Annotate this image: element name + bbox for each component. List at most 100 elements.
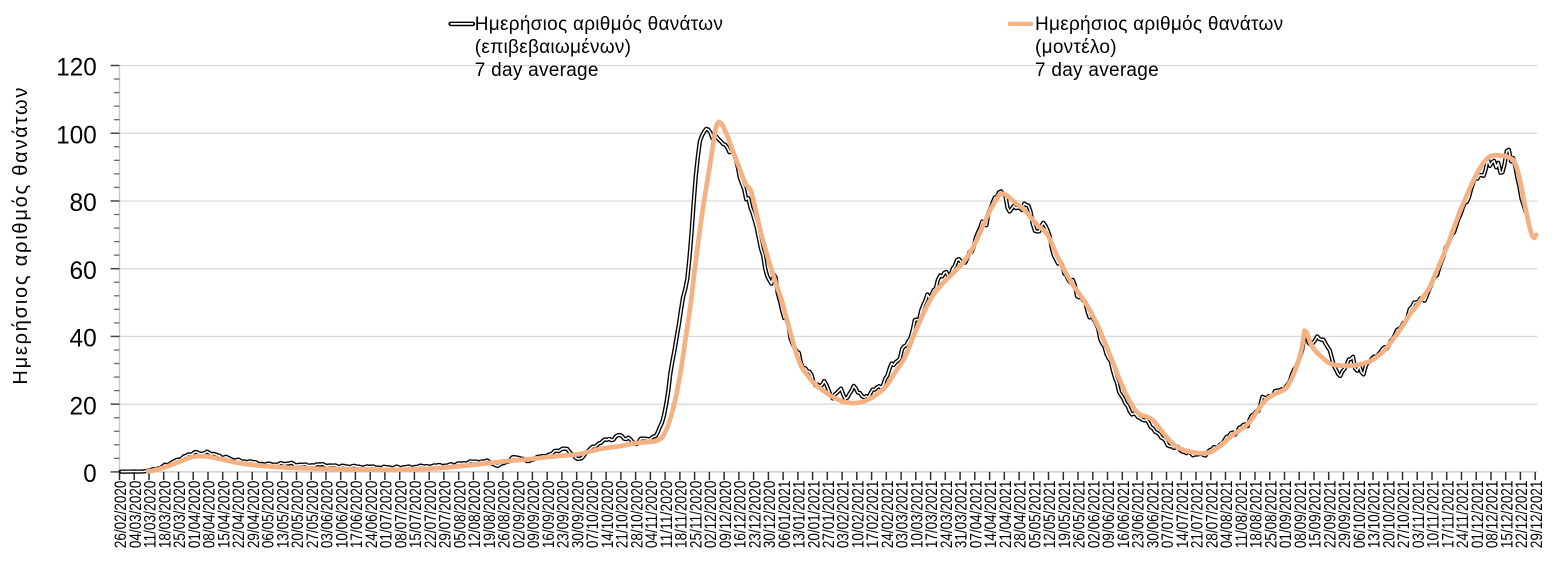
svg-text:13/10/2021: 13/10/2021 xyxy=(1366,481,1384,548)
svg-text:21/07/2021: 21/07/2021 xyxy=(1189,481,1207,548)
svg-text:02/06/2021: 02/06/2021 xyxy=(1085,481,1103,548)
svg-text:7 day average: 7 day average xyxy=(475,60,599,81)
svg-text:03/02/2021: 03/02/2021 xyxy=(835,481,853,548)
svg-text:24/11/2021: 24/11/2021 xyxy=(1454,481,1472,548)
svg-text:27/10/2021: 27/10/2021 xyxy=(1395,481,1413,548)
svg-text:06/01/2021: 06/01/2021 xyxy=(776,481,794,548)
svg-text:28/10/2020: 28/10/2020 xyxy=(628,481,646,548)
svg-text:17/03/2021: 17/03/2021 xyxy=(923,481,941,548)
svg-text:120: 120 xyxy=(56,54,96,82)
svg-text:07/10/2020: 07/10/2020 xyxy=(584,481,602,548)
svg-text:08/12/2021: 08/12/2021 xyxy=(1484,481,1502,548)
svg-text:08/09/2021: 08/09/2021 xyxy=(1292,481,1310,548)
svg-text:17/02/2021: 17/02/2021 xyxy=(864,481,882,548)
svg-text:16/12/2020: 16/12/2020 xyxy=(732,481,750,548)
svg-text:7 day average: 7 day average xyxy=(1035,60,1159,81)
svg-text:03/11/2021: 03/11/2021 xyxy=(1410,481,1428,548)
svg-text:31/03/2021: 31/03/2021 xyxy=(953,481,971,548)
svg-text:26/08/2020: 26/08/2020 xyxy=(496,481,514,548)
svg-text:08/07/2020: 08/07/2020 xyxy=(392,481,410,548)
svg-text:25/03/2020: 25/03/2020 xyxy=(171,481,189,548)
svg-text:100: 100 xyxy=(56,121,96,149)
svg-text:07/07/2021: 07/07/2021 xyxy=(1159,481,1177,548)
svg-text:11/11/2020: 11/11/2020 xyxy=(658,481,676,548)
svg-text:Ημερήσιος αριθμός θανάτων: Ημερήσιος αριθμός θανάτων xyxy=(1035,14,1283,35)
svg-text:21/10/2020: 21/10/2020 xyxy=(614,481,632,548)
svg-text:15/04/2020: 15/04/2020 xyxy=(215,481,233,548)
svg-text:09/06/2021: 09/06/2021 xyxy=(1100,481,1118,548)
svg-text:20/10/2021: 20/10/2021 xyxy=(1380,481,1398,548)
svg-text:10/11/2021: 10/11/2021 xyxy=(1425,481,1443,548)
svg-text:24/06/2020: 24/06/2020 xyxy=(363,481,381,548)
svg-text:30/09/2020: 30/09/2020 xyxy=(569,481,587,548)
svg-text:10/03/2021: 10/03/2021 xyxy=(909,481,927,548)
svg-text:29/12/2021: 29/12/2021 xyxy=(1528,481,1546,548)
svg-text:20/05/2020: 20/05/2020 xyxy=(289,481,307,548)
svg-text:15/09/2021: 15/09/2021 xyxy=(1307,481,1325,548)
svg-text:15/07/2020: 15/07/2020 xyxy=(407,481,425,548)
svg-text:15/12/2021: 15/12/2021 xyxy=(1498,481,1516,548)
svg-text:23/09/2020: 23/09/2020 xyxy=(555,481,573,548)
svg-text:19/05/2021: 19/05/2021 xyxy=(1056,481,1074,548)
svg-text:10/02/2021: 10/02/2021 xyxy=(850,481,868,548)
svg-text:30/12/2020: 30/12/2020 xyxy=(761,481,779,548)
svg-text:01/04/2020: 01/04/2020 xyxy=(186,481,204,548)
svg-text:03/03/2021: 03/03/2021 xyxy=(894,481,912,548)
svg-text:18/08/2021: 18/08/2021 xyxy=(1248,481,1266,548)
svg-text:25/11/2020: 25/11/2020 xyxy=(687,481,705,548)
svg-text:09/12/2020: 09/12/2020 xyxy=(717,481,735,548)
svg-text:40: 40 xyxy=(70,325,97,353)
svg-text:12/08/2020: 12/08/2020 xyxy=(466,481,484,548)
svg-text:02/09/2020: 02/09/2020 xyxy=(510,481,528,548)
svg-text:08/04/2020: 08/04/2020 xyxy=(201,481,219,548)
svg-text:22/12/2021: 22/12/2021 xyxy=(1513,481,1531,548)
svg-text:04/08/2021: 04/08/2021 xyxy=(1218,481,1236,548)
svg-text:24/03/2021: 24/03/2021 xyxy=(938,481,956,548)
svg-text:06/10/2021: 06/10/2021 xyxy=(1351,481,1369,548)
svg-text:16/06/2021: 16/06/2021 xyxy=(1115,481,1133,548)
svg-text:04/11/2020: 04/11/2020 xyxy=(643,481,661,548)
svg-text:23/06/2021: 23/06/2021 xyxy=(1130,481,1148,548)
svg-text:07/04/2021: 07/04/2021 xyxy=(968,481,986,548)
svg-text:01/07/2020: 01/07/2020 xyxy=(378,481,396,548)
svg-text:02/12/2020: 02/12/2020 xyxy=(702,481,720,548)
svg-text:09/09/2020: 09/09/2020 xyxy=(525,481,543,548)
svg-text:18/03/2020: 18/03/2020 xyxy=(156,481,174,548)
svg-text:13/05/2020: 13/05/2020 xyxy=(274,481,292,548)
svg-text:10/06/2020: 10/06/2020 xyxy=(333,481,351,548)
svg-text:80: 80 xyxy=(70,189,97,217)
svg-text:14/04/2021: 14/04/2021 xyxy=(982,481,1000,548)
svg-text:29/09/2021: 29/09/2021 xyxy=(1336,481,1354,548)
svg-text:26/05/2021: 26/05/2021 xyxy=(1071,481,1089,548)
svg-text:22/07/2020: 22/07/2020 xyxy=(422,481,440,548)
svg-text:(μοντέλο): (μοντέλο) xyxy=(1035,37,1117,58)
svg-text:17/11/2021: 17/11/2021 xyxy=(1439,481,1457,548)
svg-text:27/05/2020: 27/05/2020 xyxy=(304,481,322,548)
svg-text:22/09/2021: 22/09/2021 xyxy=(1321,481,1339,548)
svg-text:25/08/2021: 25/08/2021 xyxy=(1262,481,1280,548)
svg-text:06/05/2020: 06/05/2020 xyxy=(260,481,278,548)
svg-text:0: 0 xyxy=(83,460,96,488)
svg-text:12/05/2021: 12/05/2021 xyxy=(1041,481,1059,548)
svg-text:17/06/2020: 17/06/2020 xyxy=(348,481,366,548)
svg-text:11/08/2021: 11/08/2021 xyxy=(1233,481,1251,548)
svg-text:28/04/2021: 28/04/2021 xyxy=(1012,481,1030,548)
svg-text:21/04/2021: 21/04/2021 xyxy=(997,481,1015,548)
svg-text:13/01/2021: 13/01/2021 xyxy=(791,481,809,548)
svg-text:05/05/2021: 05/05/2021 xyxy=(1027,481,1045,548)
svg-text:60: 60 xyxy=(70,257,97,285)
svg-text:Ημερήσιος αριθμός θανάτων: Ημερήσιος αριθμός θανάτων xyxy=(10,86,32,385)
svg-text:26/02/2020: 26/02/2020 xyxy=(112,481,130,548)
svg-text:03/06/2020: 03/06/2020 xyxy=(319,481,337,548)
svg-text:20: 20 xyxy=(70,392,97,420)
svg-text:19/08/2020: 19/08/2020 xyxy=(481,481,499,548)
svg-text:01/12/2021: 01/12/2021 xyxy=(1469,481,1487,548)
svg-text:29/04/2020: 29/04/2020 xyxy=(245,481,263,548)
svg-text:16/09/2020: 16/09/2020 xyxy=(540,481,558,548)
svg-text:05/08/2020: 05/08/2020 xyxy=(451,481,469,548)
svg-text:04/03/2020: 04/03/2020 xyxy=(127,481,145,548)
svg-text:30/06/2021: 30/06/2021 xyxy=(1144,481,1162,548)
svg-text:23/12/2020: 23/12/2020 xyxy=(746,481,764,548)
svg-text:22/04/2020: 22/04/2020 xyxy=(230,481,248,548)
svg-text:Ημερήσιος αριθμός θανάτων: Ημερήσιος αριθμός θανάτων xyxy=(475,14,723,35)
